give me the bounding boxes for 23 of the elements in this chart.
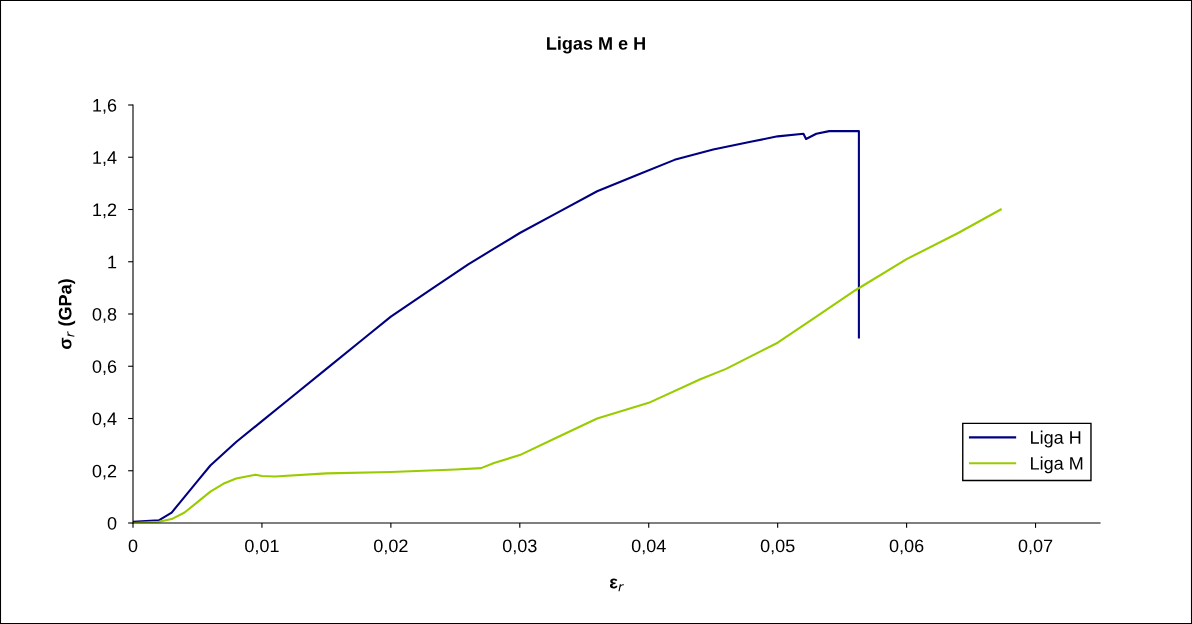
chart-title: Ligas M e H [547, 36, 645, 54]
y-tick-label: 0,4 [92, 412, 117, 428]
x-tick-label: 0,03 [502, 539, 537, 555]
x-axis-title: ε$_{r}$ [609, 578, 624, 592]
x-tick-label: 0 [128, 539, 138, 553]
x-tick-label: 0,06 [889, 539, 924, 555]
y-tick-label: 0,2 [92, 464, 117, 480]
y-tick-label: 1 [108, 255, 117, 269]
x-tick-label: 0,01 [245, 539, 279, 555]
x-tick-label: 0,07 [1018, 539, 1053, 555]
line-series [133, 130, 860, 523]
x-tick-label: 0,02 [374, 539, 408, 555]
y-axis-title: σ$_{r}$ (GPa) [58, 279, 76, 350]
y-tick-label: 1,2 [93, 203, 117, 219]
y-tick-label: 0,8 [92, 307, 117, 323]
y-tick-label: 0,6 [92, 360, 117, 376]
y-tick-label: 0 [107, 516, 117, 530]
y-tick-label: 1,6 [93, 98, 117, 114]
legend-label: Liga M [1031, 456, 1083, 474]
x-tick-label: 0,05 [760, 539, 795, 555]
y-tick-label: 1,4 [93, 151, 117, 167]
legend-label: Liga H [1031, 430, 1081, 448]
x-tick-label: 0,04 [631, 539, 666, 555]
